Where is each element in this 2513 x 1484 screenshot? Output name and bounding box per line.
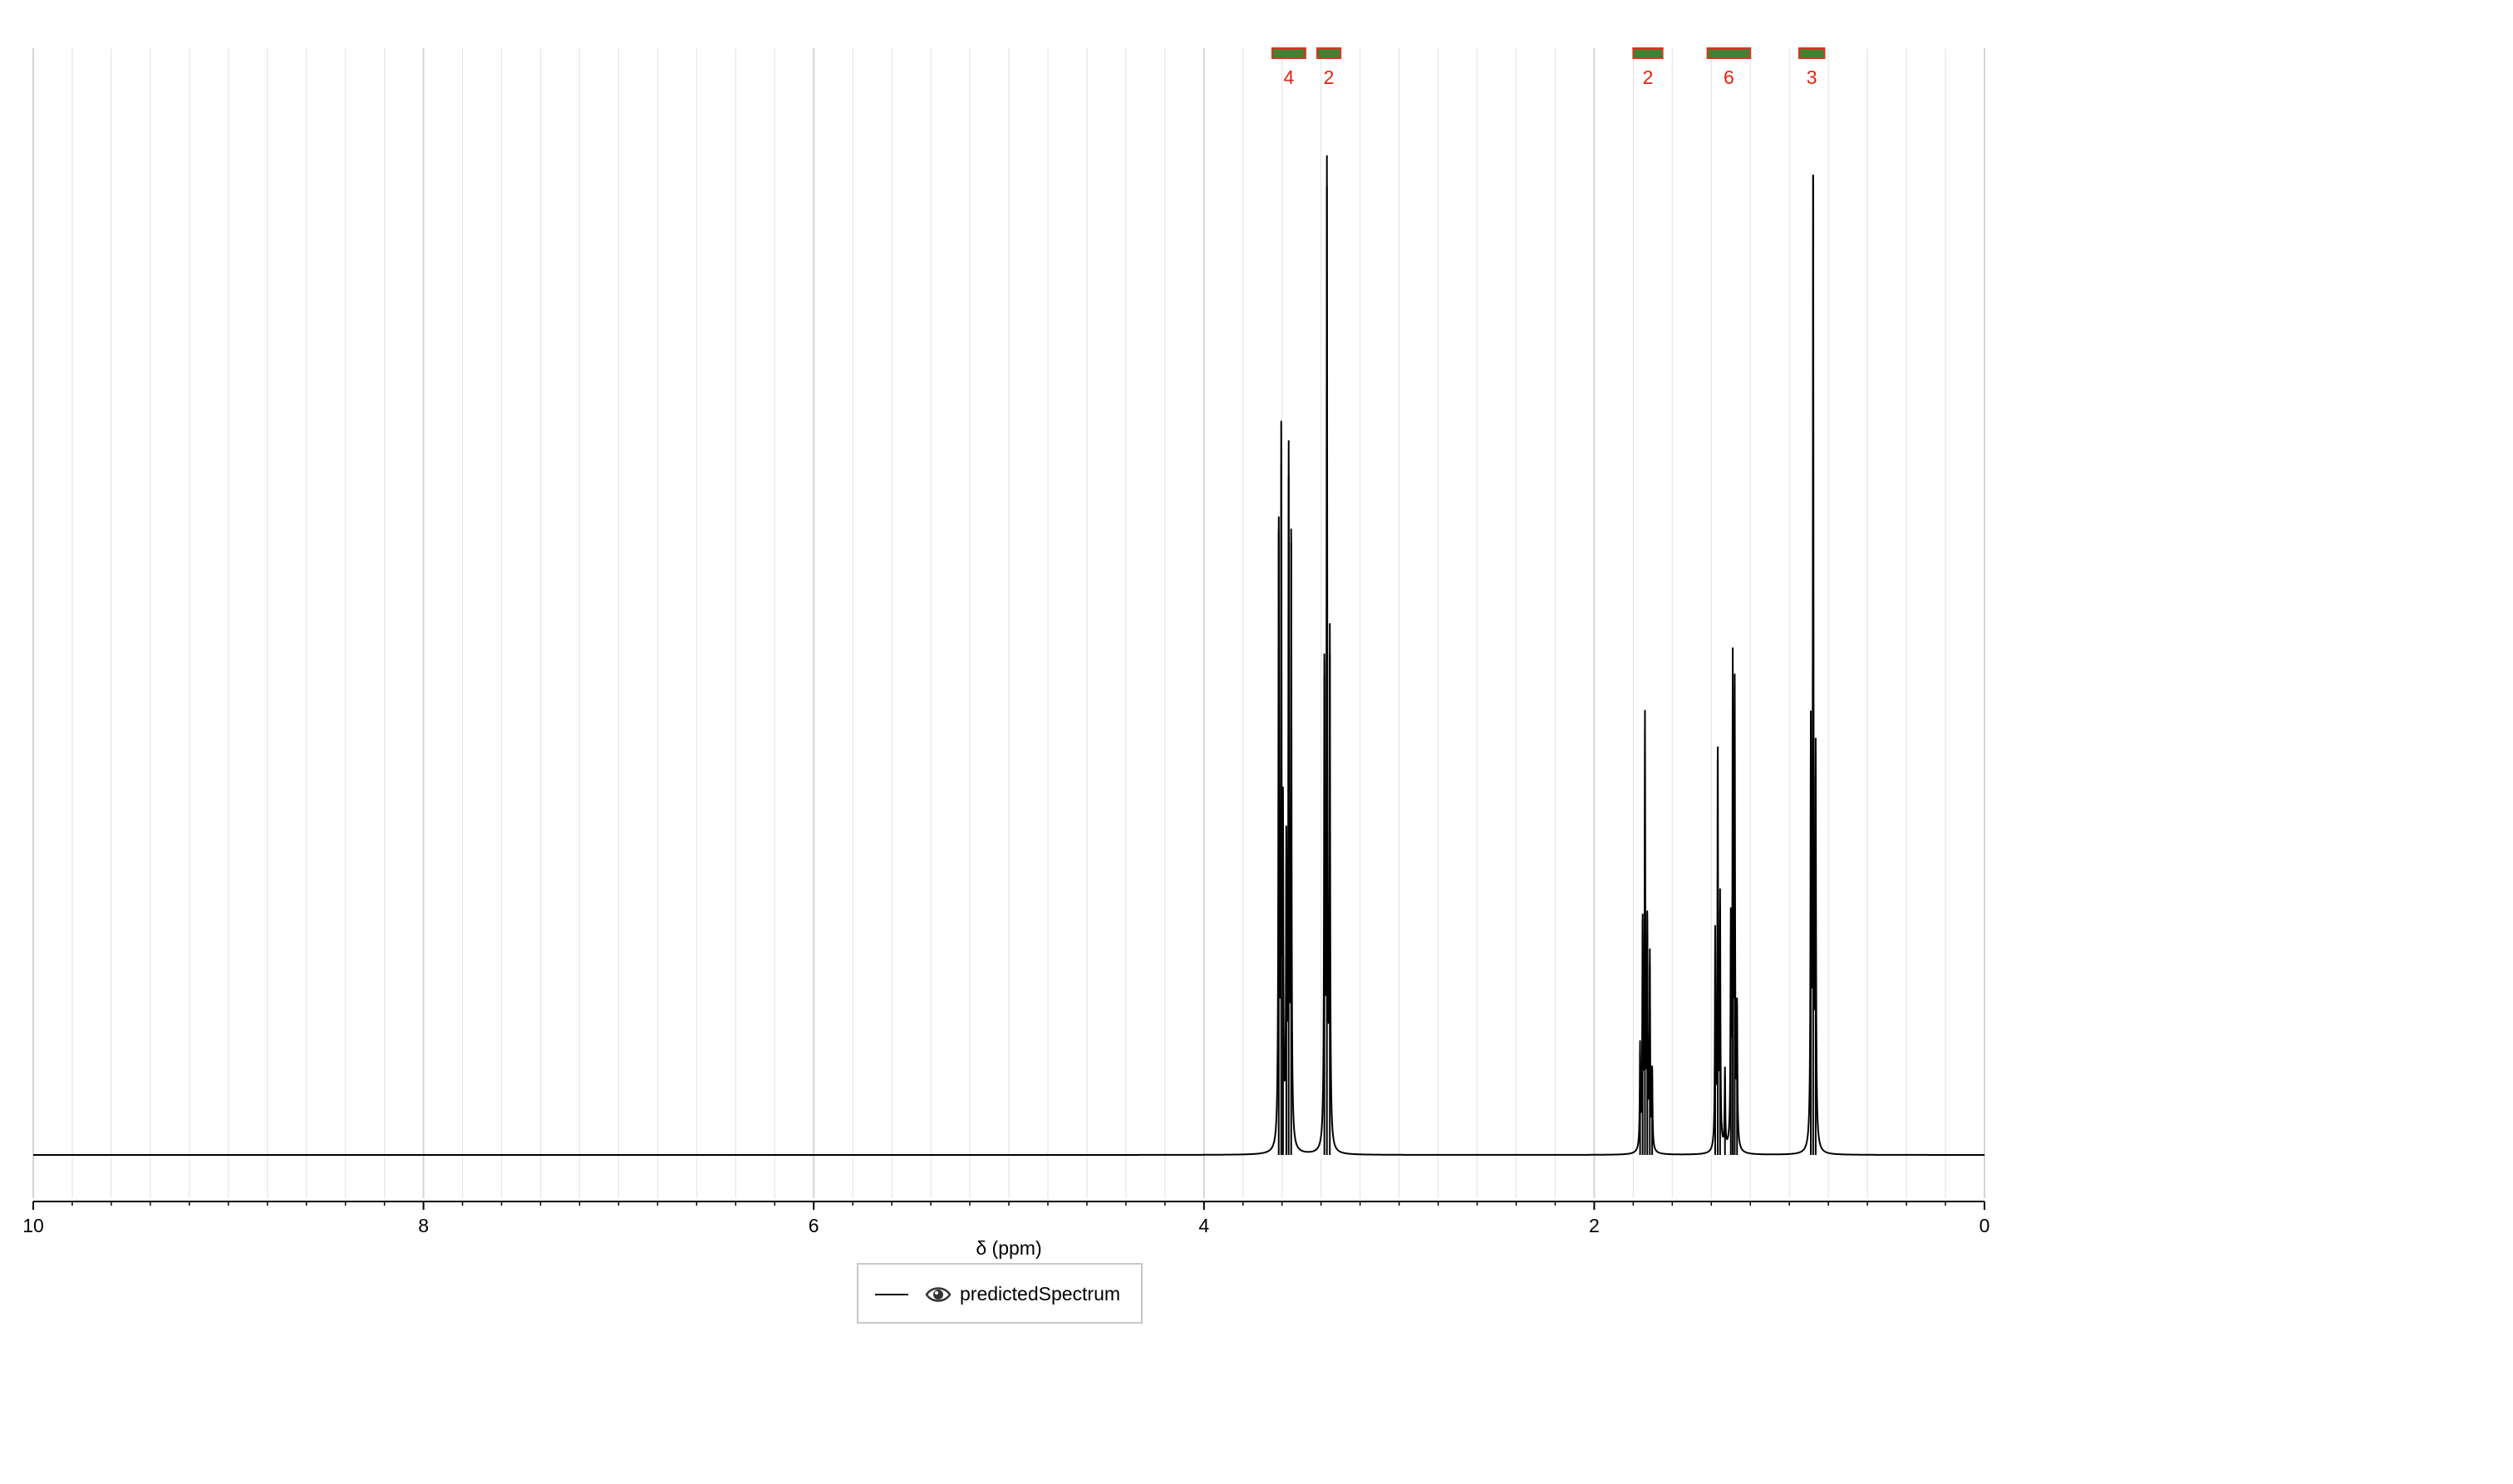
x-axis: 10 8 6 4 2 0 — [22, 1201, 1989, 1236]
integral-bar — [1797, 47, 1826, 59]
x-tick-label: 10 — [22, 1215, 44, 1236]
spectrum-plot — [32, 155, 1985, 1156]
legend-label: predictedSpectrum — [960, 1283, 1121, 1305]
x-tick-label: 2 — [1589, 1215, 1600, 1236]
spectrum-line — [32, 155, 1985, 1156]
x-tick-label: 0 — [1979, 1215, 1990, 1236]
integral-label: 4 — [1284, 66, 1295, 88]
legend-series-line — [875, 1294, 908, 1295]
integral-label: 3 — [1807, 66, 1817, 88]
x-tick-label: 4 — [1198, 1215, 1209, 1236]
integral-bar — [1632, 47, 1664, 59]
integral-label: 6 — [1724, 66, 1734, 88]
integral-bar — [1316, 47, 1342, 59]
integral-label: 2 — [1324, 66, 1335, 88]
integrals: 4 2 2 6 3 — [1271, 47, 1826, 88]
integral-label: 2 — [1643, 66, 1654, 88]
eye-icon[interactable] — [925, 1283, 952, 1306]
x-axis-label: δ (ppm) — [976, 1237, 1041, 1259]
grid — [32, 48, 1985, 1198]
legend[interactable]: predictedSpectrum — [857, 1263, 1143, 1324]
integral-bar — [1271, 47, 1306, 59]
integral-bar — [1706, 47, 1752, 59]
x-tick-label: 8 — [418, 1215, 429, 1236]
x-tick-label: 6 — [809, 1215, 819, 1236]
